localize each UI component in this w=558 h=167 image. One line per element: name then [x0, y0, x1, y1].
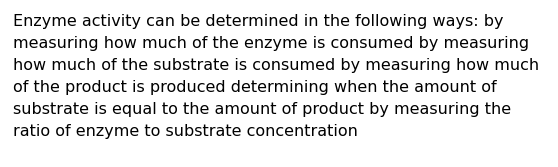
Text: of the product is produced determining when the amount of: of the product is produced determining w… [13, 80, 497, 95]
Text: how much of the substrate is consumed by measuring how much: how much of the substrate is consumed by… [13, 58, 539, 73]
Text: substrate is equal to the amount of product by measuring the: substrate is equal to the amount of prod… [13, 102, 511, 117]
Text: measuring how much of the enzyme is consumed by measuring: measuring how much of the enzyme is cons… [13, 36, 529, 51]
Text: ratio of enzyme to substrate concentration: ratio of enzyme to substrate concentrati… [13, 124, 358, 139]
Text: Enzyme activity can be determined in the following ways: by: Enzyme activity can be determined in the… [13, 14, 503, 29]
